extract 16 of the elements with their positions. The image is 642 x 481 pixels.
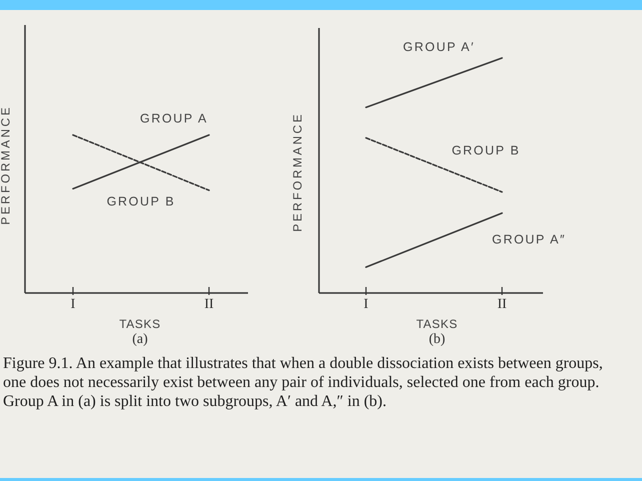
text: (b) bbox=[428, 332, 446, 347]
text: (a) bbox=[132, 332, 148, 347]
series-label: GROUP A′ bbox=[403, 40, 475, 54]
series-label: GROUP B bbox=[452, 144, 520, 158]
x-axis-title: TASKS bbox=[416, 317, 458, 331]
y-axis-title: PERFORMANCE bbox=[290, 112, 304, 232]
y-axis-title: PERFORMANCE bbox=[0, 105, 12, 225]
x-axis-title: TASKS bbox=[119, 317, 161, 331]
x-tick-label: II bbox=[204, 297, 214, 312]
x-tick-label: I bbox=[364, 297, 369, 312]
series-label: GROUP A″ bbox=[492, 232, 566, 246]
x-tick-label: I bbox=[70, 297, 76, 312]
series-label: GROUP A bbox=[140, 112, 208, 126]
series-label: GROUP B bbox=[106, 194, 176, 208]
caption: Figure 9.1. An example that illustrates that when a double dissociation exists between groups, one does not necessarily exist between any pair of individuals, selected one from each group. Group A in (a) is split into two subgroups, A′ and A,″ in (b). bbox=[2, 354, 604, 411]
x-tick-label: II bbox=[497, 297, 507, 312]
